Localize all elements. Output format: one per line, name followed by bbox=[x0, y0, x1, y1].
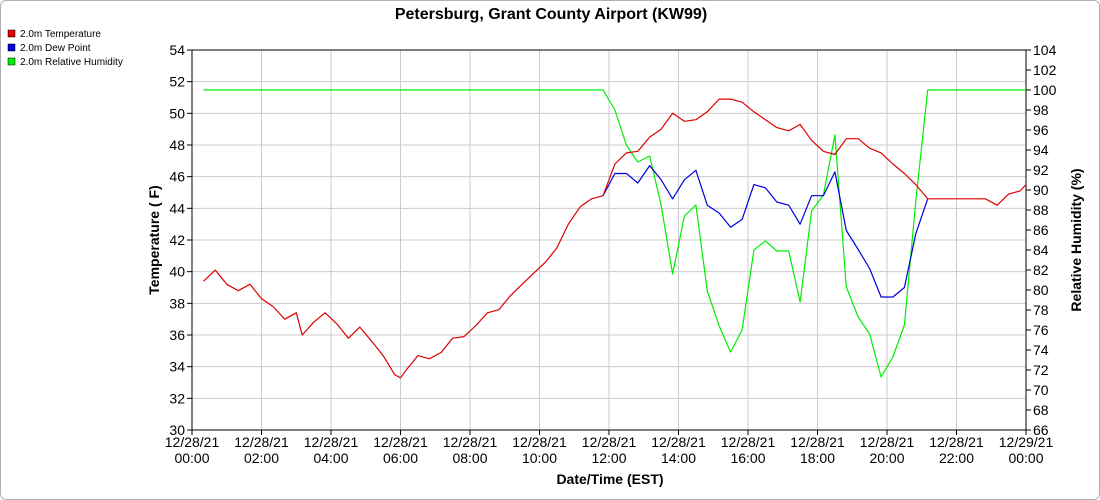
left-tick-label: 34 bbox=[169, 359, 185, 375]
right-tick-label: 84 bbox=[1033, 242, 1049, 258]
series-line-2-0m-temperature bbox=[203, 98, 1027, 379]
left-tick-label: 42 bbox=[169, 232, 185, 248]
y-axis-left-label: Temperature ( F) bbox=[146, 185, 162, 294]
y-axis-right-label: Relative Humidity (%) bbox=[1068, 168, 1084, 311]
x-tick-date: 12/28/21 bbox=[373, 434, 428, 450]
x-tick-time: 00:00 bbox=[174, 450, 209, 466]
x-tick-time: 22:00 bbox=[939, 450, 974, 466]
x-tick-date: 12/28/21 bbox=[443, 434, 498, 450]
x-tick-time: 08:00 bbox=[452, 450, 487, 466]
right-tick-label: 68 bbox=[1033, 402, 1049, 418]
left-tick-label: 46 bbox=[169, 169, 185, 185]
x-tick-date: 12/28/21 bbox=[582, 434, 637, 450]
x-tick-time: 18:00 bbox=[800, 450, 835, 466]
x-tick-date: 12/28/21 bbox=[860, 434, 915, 450]
legend-label: 2.0m Dew Point bbox=[20, 43, 91, 54]
x-tick-date: 12/28/21 bbox=[165, 434, 220, 450]
series-line-2-0m-relative-humidity bbox=[203, 89, 1026, 378]
left-tick-label: 50 bbox=[169, 105, 185, 121]
left-tick-label: 54 bbox=[169, 42, 185, 58]
left-tick-label: 38 bbox=[169, 295, 185, 311]
x-tick-time: 12:00 bbox=[591, 450, 626, 466]
right-tick-label: 86 bbox=[1033, 222, 1049, 238]
series-layer bbox=[203, 89, 1027, 379]
x-tick-date: 12/28/21 bbox=[234, 434, 289, 450]
x-tick-time: 20:00 bbox=[869, 450, 904, 466]
right-tick-label: 74 bbox=[1033, 342, 1049, 358]
x-tick-time: 10:00 bbox=[522, 450, 557, 466]
left-tick-label: 40 bbox=[169, 264, 185, 280]
x-tick-time: 06:00 bbox=[383, 450, 418, 466]
right-tick-label: 104 bbox=[1033, 42, 1057, 58]
x-tick-time: 14:00 bbox=[661, 450, 696, 466]
x-tick-date: 12/28/21 bbox=[721, 434, 776, 450]
right-tick-label: 98 bbox=[1033, 102, 1049, 118]
legend-swatch bbox=[7, 29, 16, 38]
left-axis-ticks: 30 32 34 36 38 40 42 44 46 48 50 52 54 bbox=[169, 42, 192, 438]
x-tick-time: 02:00 bbox=[244, 450, 279, 466]
left-tick-label: 52 bbox=[169, 74, 185, 90]
right-tick-label: 96 bbox=[1033, 122, 1049, 138]
x-tick-time: 16:00 bbox=[730, 450, 765, 466]
right-tick-label: 100 bbox=[1033, 82, 1057, 98]
legend-label: 2.0m Relative Humidity bbox=[20, 57, 123, 68]
right-tick-label: 70 bbox=[1033, 382, 1049, 398]
right-tick-label: 90 bbox=[1033, 182, 1049, 198]
right-axis-ticks: 66 68 70 72 74 76 78 80 82 84 86 88 90 92 94 96 98 100 102… bbox=[1026, 42, 1057, 438]
x-tick-date: 12/29/21 bbox=[999, 434, 1054, 450]
left-tick-label: 48 bbox=[169, 137, 185, 153]
right-tick-label: 80 bbox=[1033, 282, 1049, 298]
right-tick-label: 72 bbox=[1033, 362, 1049, 378]
right-tick-label: 76 bbox=[1033, 322, 1049, 338]
right-tick-label: 66 bbox=[1033, 422, 1049, 438]
series-line-2-0m-dew-point bbox=[602, 165, 929, 298]
legend: 2.0m Temperature 2.0m Dew Point 2.0m Relat… bbox=[7, 29, 123, 68]
left-tick-label: 44 bbox=[169, 200, 185, 216]
right-tick-label: 78 bbox=[1033, 302, 1049, 318]
x-tick-date: 12/28/21 bbox=[651, 434, 706, 450]
x-tick-date: 12/28/21 bbox=[512, 434, 567, 450]
legend-label: 2.0m Temperature bbox=[20, 29, 101, 40]
x-tick-date: 12/28/21 bbox=[304, 434, 359, 450]
x-tick-time: 00:00 bbox=[1008, 450, 1043, 466]
x-tick-date: 12/28/21 bbox=[790, 434, 845, 450]
legend-swatch bbox=[7, 43, 16, 52]
right-tick-label: 102 bbox=[1033, 62, 1057, 78]
legend-swatch bbox=[7, 57, 16, 66]
right-tick-label: 88 bbox=[1033, 202, 1049, 218]
right-tick-label: 94 bbox=[1033, 142, 1049, 158]
x-axis-ticks: 12/28/2100:0012/28/2102:0012/28/2104:001… bbox=[165, 430, 1054, 466]
right-tick-label: 92 bbox=[1033, 162, 1049, 178]
x-axis-label: Date/Time (EST) bbox=[556, 471, 663, 487]
x-tick-time: 04:00 bbox=[313, 450, 348, 466]
right-tick-label: 82 bbox=[1033, 262, 1049, 278]
left-tick-label: 30 bbox=[169, 422, 185, 438]
chart-title: Petersburg, Grant County Airport (KW99) bbox=[395, 6, 707, 23]
grid bbox=[191, 49, 1027, 431]
left-tick-label: 32 bbox=[169, 390, 185, 406]
left-tick-label: 36 bbox=[169, 327, 185, 343]
x-tick-date: 12/28/21 bbox=[929, 434, 984, 450]
